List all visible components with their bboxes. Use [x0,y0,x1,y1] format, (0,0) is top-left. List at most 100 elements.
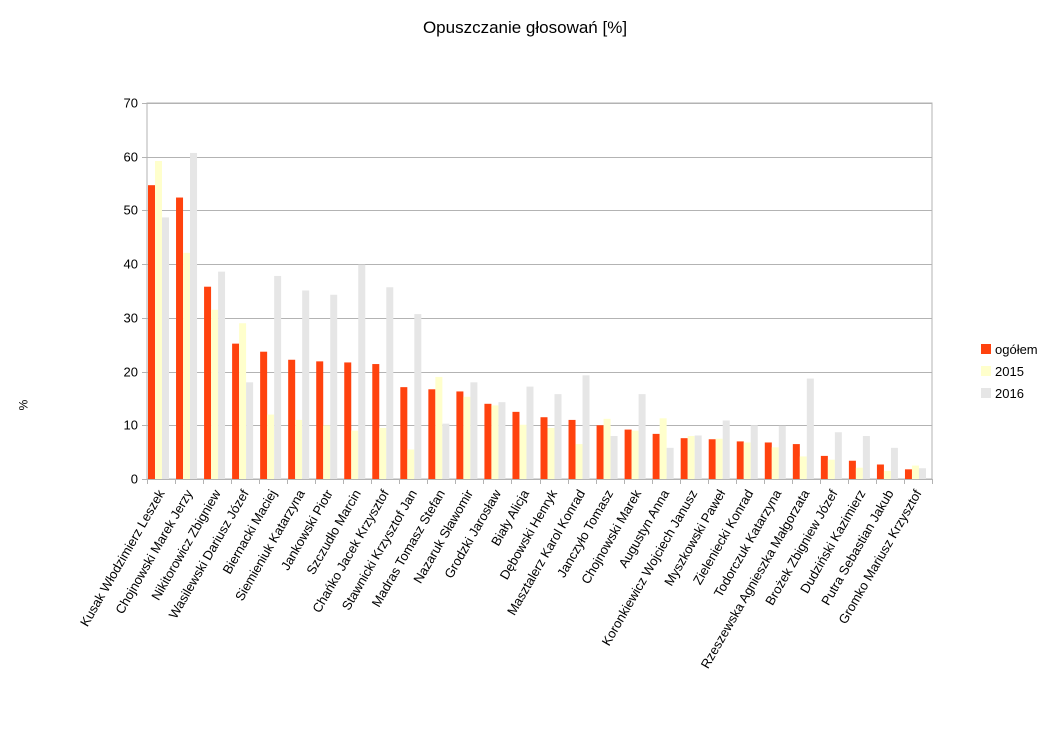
bar-2016 [498,402,506,479]
bar-2015 [855,467,863,479]
bar-2015 [183,252,191,479]
bar-2016 [554,394,562,479]
bar-2015 [659,418,667,479]
y-tick-label: 30 [124,311,138,326]
bar-ogem [232,343,240,479]
bar-2016 [666,447,674,479]
chart-title: Opuszczanie głosowań [%] [422,18,628,37]
bar-2016 [638,394,646,479]
bar-2015 [799,456,807,479]
bar-ogem [260,351,268,479]
bar-ogem [400,387,408,479]
bar-2015 [575,444,583,479]
bar-2016 [778,425,786,479]
bar-2015 [295,419,303,479]
legend-label: ogółem [995,342,1038,357]
bar-2016 [414,314,422,479]
bar-2016 [470,382,478,479]
bar-ogem [624,429,632,479]
bar-ogem [596,425,604,479]
bar-2015 [267,414,275,479]
bar-2016 [610,436,618,479]
bar-ogem [708,439,716,479]
bar-2016 [162,217,169,479]
bar-ogem [204,286,212,479]
bar-ogem [904,469,912,479]
bar-2015 [435,376,443,479]
bar-2015 [911,465,919,479]
bar-ogem [316,361,324,479]
bar-2015 [687,436,695,479]
bar-2015 [519,424,527,479]
bar-2015 [771,447,779,479]
bar-ogem [288,359,296,479]
bar-ogem [456,391,464,479]
bar-2016 [582,375,590,479]
bar-ogem [176,197,184,479]
bar-2016 [862,436,870,479]
bar-ogem [512,411,520,479]
legend-label: 2016 [995,386,1024,401]
y-tick-label: 10 [124,418,138,433]
bar-ogem [652,433,660,479]
bar-2015 [827,459,835,479]
bar-2015 [239,323,247,479]
y-tick-label: 50 [124,203,138,218]
bar-ogem [540,417,548,479]
bar-2015 [155,161,162,480]
bar-2016 [526,386,534,479]
bar-ogem [148,185,155,479]
legend-swatch [981,344,991,354]
bar-ogem [876,464,884,479]
bar-2016 [694,435,702,479]
y-tick-label: 70 [124,96,138,111]
bar-2015 [211,309,219,479]
bar-2016 [218,271,226,479]
bar-2016 [358,264,366,479]
y-tick-label: 20 [124,365,138,380]
bar-2016 [274,275,282,479]
bar-2016 [442,423,450,479]
bar-ogem [428,389,436,479]
bar-2015 [463,396,471,479]
bar-ogem [848,460,856,479]
bar-2016 [806,378,814,479]
bar-ogem [764,442,772,479]
bar-2016 [386,287,394,479]
bar-ogem [736,441,744,479]
bar-ogem [372,364,380,479]
bar-2016 [302,290,310,479]
bar-2015 [603,418,611,479]
bar-2016 [246,382,254,479]
bar-2015 [407,449,415,479]
bar-ogem [820,455,828,479]
bar-2015 [743,442,751,479]
bar-2015 [379,427,387,479]
bar-2015 [351,430,359,479]
bar-ogem [484,403,492,479]
legend-label: 2015 [995,364,1024,379]
bar-2016 [918,468,926,479]
legend-swatch [981,366,991,376]
bar-ogem [344,362,352,479]
bar-2015 [715,438,723,479]
bar-2016 [190,152,198,479]
y-tick-label: 40 [124,257,138,272]
bar-ogem [680,438,688,479]
bar-2016 [834,432,842,479]
bar-ogem [792,444,800,479]
bar-2015 [547,427,555,479]
y-tick-label: 60 [124,150,138,165]
legend-swatch [981,388,991,398]
bar-2016 [330,294,338,479]
bar-ogem [568,419,576,479]
bar-2015 [323,425,331,479]
bar-2015 [631,430,639,479]
bar-2015 [491,405,499,479]
bar-2015 [883,470,891,479]
bar-2016 [750,425,758,479]
y-tick-label: 0 [131,472,138,487]
bar-2016 [722,420,730,479]
